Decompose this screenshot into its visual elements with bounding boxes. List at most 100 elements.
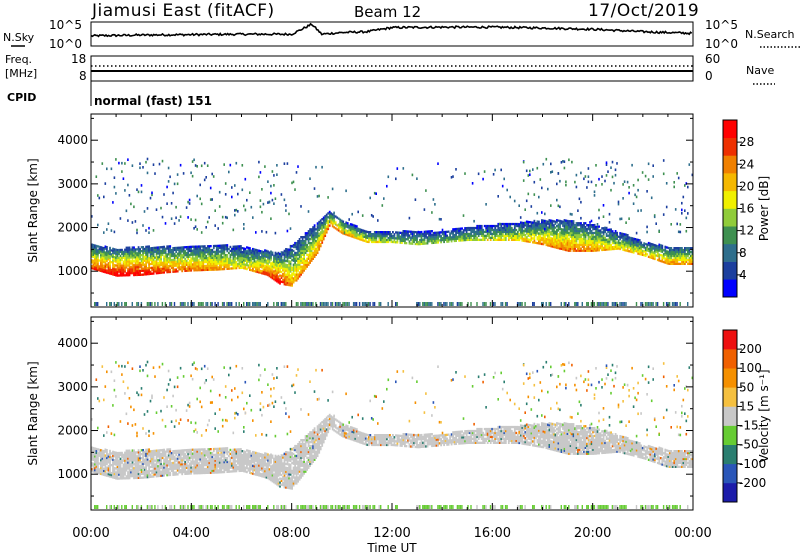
power-cell: [614, 231, 617, 235]
velocity-cell: [125, 477, 128, 480]
power-scatter: [343, 231, 346, 235]
power-cell: [360, 230, 363, 233]
velocity-cell: [118, 465, 120, 468]
power-cell: [202, 259, 205, 262]
velocity-cell: [94, 449, 96, 452]
power-near-range: [221, 302, 224, 306]
velocity-cell: [130, 465, 132, 468]
power-cell: [539, 222, 542, 226]
power-cell: [449, 232, 451, 235]
power-cell: [571, 226, 573, 229]
power-cell: [544, 223, 546, 227]
power-cell: [381, 235, 384, 238]
power-cell: [134, 273, 137, 277]
power-cell: [331, 217, 334, 220]
power-cell: [507, 226, 510, 230]
power-near-range: [343, 302, 346, 306]
power-cell: [107, 258, 110, 261]
power-cell: [91, 261, 93, 264]
power-cell: [384, 233, 387, 236]
power-cell: [98, 265, 101, 268]
power-cell: [312, 226, 314, 229]
power-cell: [146, 253, 149, 256]
power-near-range: [656, 302, 659, 306]
power-cell: [202, 245, 205, 248]
power-cell: [297, 275, 299, 278]
power-cell: [160, 267, 162, 270]
power-cell: [610, 236, 612, 239]
power-scatter: [607, 170, 609, 173]
power-cell: [453, 228, 456, 231]
power-cell: [134, 271, 137, 275]
power-cell: [676, 260, 679, 263]
power-cell: [665, 262, 668, 265]
velocity-cell: [113, 453, 116, 456]
power-cell: [557, 241, 560, 244]
power-cell: [509, 222, 512, 226]
power-cell: [148, 272, 150, 276]
power-cell: [154, 260, 156, 263]
power-cell: [560, 222, 563, 225]
power-cell: [237, 253, 239, 256]
power-cell: [145, 255, 147, 258]
power-cell: [253, 262, 256, 265]
power-scatter: [315, 165, 317, 169]
power-cell: [313, 226, 316, 229]
power-cell: [292, 263, 295, 266]
power-cell: [598, 235, 600, 238]
power-cell: [97, 253, 99, 256]
power-cell: [158, 265, 161, 269]
power-cell: [267, 258, 269, 261]
power-cell: [247, 264, 250, 267]
power-cell: [492, 230, 495, 234]
velocity-cell: [104, 450, 107, 453]
power-cell: [578, 245, 581, 248]
power-cell: [568, 224, 570, 227]
power-scatter: [684, 209, 686, 212]
power-near-range: [373, 302, 376, 306]
power-scatter: [677, 176, 680, 180]
power-cell: [386, 231, 388, 234]
power-cell: [392, 235, 394, 238]
power-cell: [596, 237, 599, 240]
power-near-range: [345, 302, 347, 306]
power-cell: [163, 261, 165, 264]
power-cell: [616, 243, 618, 246]
power-cell: [97, 245, 99, 248]
power-cell: [464, 229, 466, 232]
power-cell: [244, 247, 247, 251]
power-cell: [679, 250, 682, 254]
power-cell: [519, 237, 522, 240]
power-cell: [256, 262, 259, 266]
velocity-scatter: [110, 370, 113, 374]
power-cell: [480, 224, 483, 228]
power-cell: [587, 239, 590, 243]
power-cell: [420, 240, 423, 244]
power-cell: [217, 254, 220, 257]
velocity-cell: [92, 448, 95, 452]
power-cell: [346, 222, 349, 225]
power-cell: [130, 254, 132, 257]
power-cell: [169, 249, 172, 252]
power-cell: [313, 251, 316, 255]
power-cell: [477, 238, 480, 241]
power-near-range: [647, 302, 650, 306]
power-cell: [512, 232, 515, 236]
power-scatter: [121, 161, 123, 165]
power-cell: [581, 243, 584, 246]
power-cell: [292, 245, 295, 249]
power-cell: [289, 248, 292, 252]
power-cell: [336, 228, 339, 231]
power-near-range: [148, 302, 150, 306]
power-near-range: [334, 302, 337, 306]
power-near-range: [310, 302, 313, 306]
power-cell: [586, 243, 588, 246]
power-cell: [137, 261, 140, 265]
power-cell: [289, 260, 292, 263]
power-scatter: [115, 158, 117, 161]
power-scatter: [166, 185, 168, 189]
power-cell: [685, 248, 688, 252]
power-scatter: [577, 209, 579, 212]
power-cell: [324, 230, 327, 234]
power-cell: [268, 257, 271, 260]
